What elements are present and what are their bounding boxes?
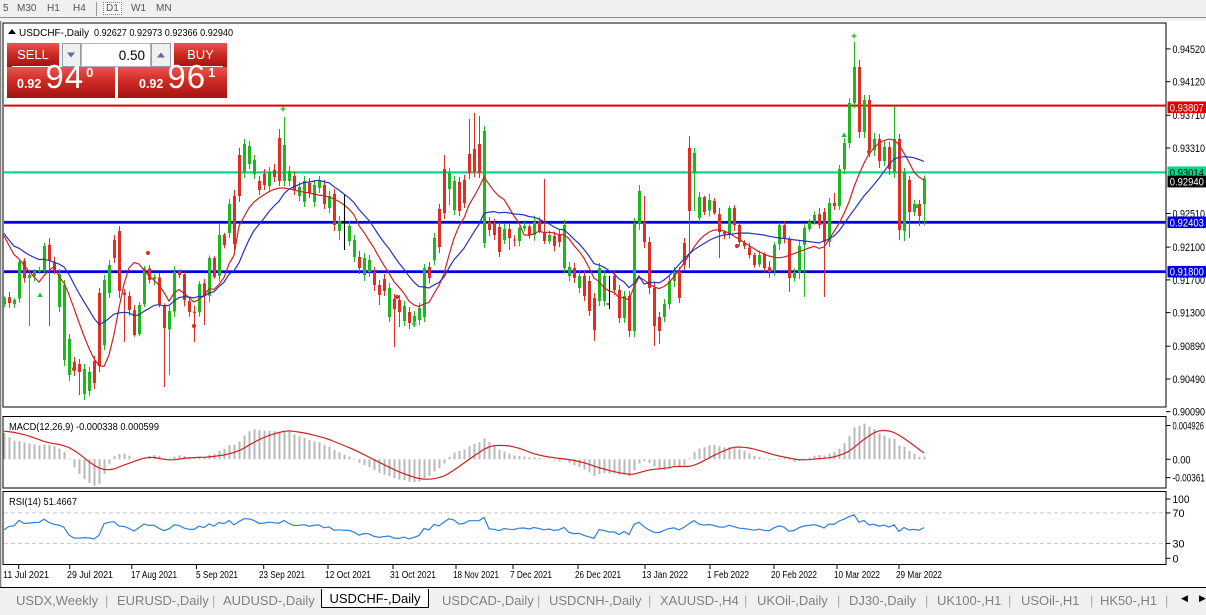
svg-text:23 Sep 2021: 23 Sep 2021 (259, 570, 305, 581)
svg-text:0.92403: 0.92403 (1170, 217, 1204, 229)
svg-text:-0.00361: -0.00361 (1173, 473, 1206, 485)
svg-text:70: 70 (1173, 508, 1185, 520)
svg-text:29 Mar 2022: 29 Mar 2022 (896, 570, 942, 581)
svg-text:0.93310: 0.93310 (1173, 143, 1206, 155)
svg-text:5 Sep 2021: 5 Sep 2021 (196, 570, 238, 581)
svg-text:17 Aug 2021: 17 Aug 2021 (131, 570, 177, 581)
svg-text:11 Jul 2021: 11 Jul 2021 (3, 570, 49, 581)
svg-text:0.91800: 0.91800 (1170, 267, 1204, 279)
svg-text:20 Feb 2022: 20 Feb 2022 (771, 570, 817, 581)
svg-text:0.93807: 0.93807 (1170, 102, 1204, 114)
svg-text:0.90890: 0.90890 (1173, 341, 1206, 353)
svg-text:0.004926: 0.004926 (1173, 421, 1205, 433)
svg-text:18 Nov 2021: 18 Nov 2021 (453, 570, 499, 581)
svg-text:0.00: 0.00 (1173, 454, 1191, 466)
svg-text:7 Dec 2021: 7 Dec 2021 (510, 570, 552, 581)
svg-text:29 Jul 2021: 29 Jul 2021 (67, 570, 113, 581)
svg-text:30: 30 (1173, 538, 1185, 550)
svg-text:0.90490: 0.90490 (1173, 374, 1206, 386)
svg-text:0.92940: 0.92940 (1170, 177, 1204, 189)
svg-text:13 Jan 2022: 13 Jan 2022 (642, 570, 688, 581)
svg-text:0.92100: 0.92100 (1173, 242, 1206, 254)
svg-text:0.92627 0.92973 0.92366 0.9294: 0.92627 0.92973 0.92366 0.92940 (94, 27, 233, 39)
svg-text:MACD(12,26,9) -0.000338 0.0005: MACD(12,26,9) -0.000338 0.000599 (9, 422, 159, 433)
svg-text:0.94520: 0.94520 (1173, 44, 1206, 56)
svg-text:1 Feb 2022: 1 Feb 2022 (707, 570, 749, 581)
svg-text:RSI(14) 51.4667: RSI(14) 51.4667 (9, 497, 77, 508)
svg-text:12 Oct 2021: 12 Oct 2021 (325, 570, 371, 581)
svg-text:100: 100 (1173, 494, 1190, 506)
svg-text:0.91300: 0.91300 (1173, 308, 1206, 320)
svg-text:0: 0 (1173, 553, 1179, 565)
svg-text:0.94120: 0.94120 (1173, 77, 1206, 89)
svg-text:USDCHF-,Daily: USDCHF-,Daily (19, 27, 90, 39)
svg-text:26 Dec 2021: 26 Dec 2021 (575, 570, 621, 581)
svg-text:10 Mar 2022: 10 Mar 2022 (834, 570, 880, 581)
svg-text:31 Oct 2021: 31 Oct 2021 (390, 570, 436, 581)
svg-text:0.90090: 0.90090 (1173, 407, 1206, 419)
